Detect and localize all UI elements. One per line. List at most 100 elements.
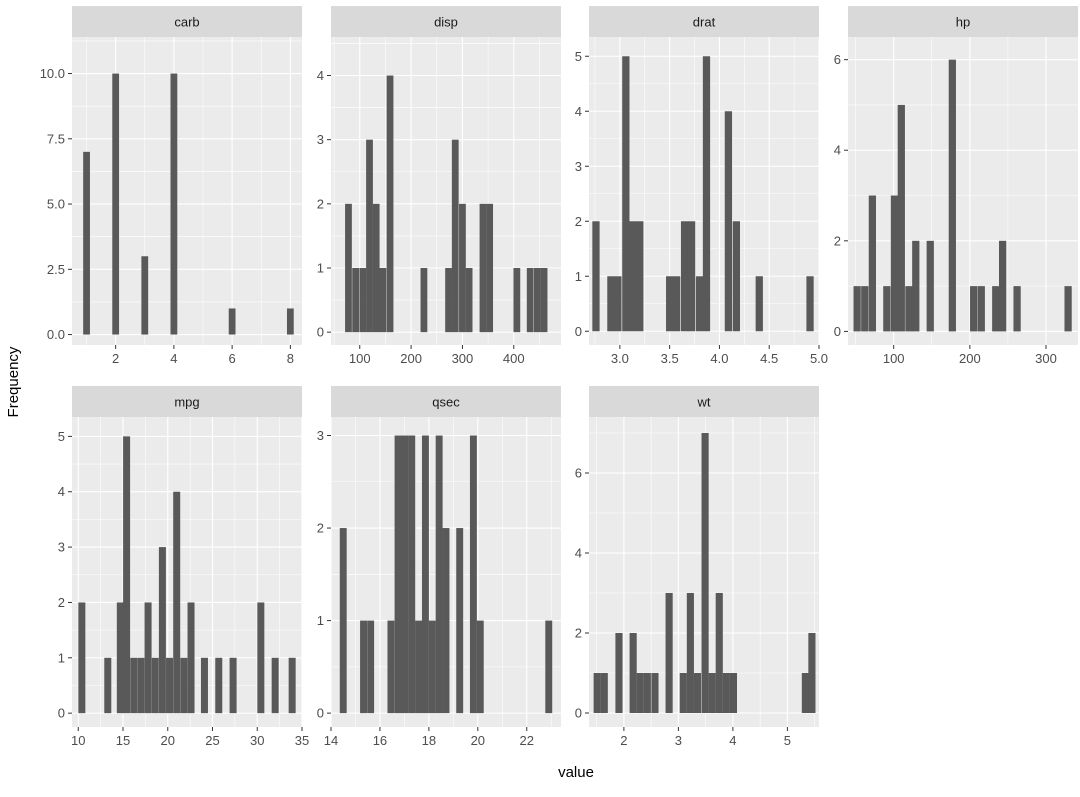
x-tick-label-mpg: 10: [71, 733, 85, 748]
y-tick-label-mpg: 5: [58, 429, 65, 444]
y-tick-label-qsec: 2: [317, 521, 324, 536]
panel-bg-carb: [72, 37, 302, 345]
x-tick-label-drat: 3.5: [661, 351, 679, 366]
bar-mpg: [104, 657, 112, 714]
x-tick-label-mpg: 35: [295, 733, 309, 748]
bar-mpg: [116, 602, 124, 714]
strip-label-mpg: mpg: [174, 395, 199, 410]
strip-label-disp: disp: [434, 15, 458, 30]
bar-mpg: [151, 657, 159, 714]
bar-hp: [897, 104, 905, 332]
y-tick-label-drat: 0: [575, 324, 582, 339]
bar-disp: [486, 203, 494, 333]
bar-hp: [998, 240, 1007, 332]
x-tick-label-wt: 4: [729, 733, 736, 748]
x-tick-label-mpg: 20: [161, 733, 175, 748]
bar-disp: [372, 203, 380, 333]
y-tick-label-mpg: 3: [58, 540, 65, 555]
bar-wt: [665, 593, 673, 713]
x-tick-label-disp: 300: [452, 351, 474, 366]
y-tick-label-hp: 2: [834, 233, 841, 248]
bar-disp: [359, 268, 367, 333]
bar-wt: [708, 673, 716, 713]
bar-hp: [992, 286, 1000, 332]
y-tick-label-qsec: 1: [317, 613, 324, 628]
bar-wt: [729, 673, 737, 713]
bar-drat: [732, 221, 740, 332]
panel-wt: wt 0 2 4 6 2 3 4 5: [575, 386, 819, 748]
bar-disp: [534, 268, 541, 333]
bar-disp: [451, 139, 459, 333]
bar-hp: [977, 286, 985, 332]
x-tick-label-drat: 3.0: [611, 351, 629, 366]
y-tick-label-disp: 2: [317, 196, 324, 211]
y-tick-label-hp: 6: [834, 52, 841, 67]
panel-drat: drat 0 1 2 3 4 5 3.0 3.5 4.0 4.5 5.0: [575, 6, 828, 366]
strip-wt: [589, 386, 819, 417]
y-tick-label-disp: 4: [317, 68, 324, 83]
strip-label-drat: drat: [693, 15, 716, 30]
bar-drat: [755, 276, 763, 332]
x-tick-label-mpg: 30: [250, 733, 264, 748]
y-tick-label-hp: 0: [834, 324, 841, 339]
strip-label-qsec: qsec: [432, 395, 460, 410]
bar-mpg: [288, 657, 296, 714]
y-tick-label-wt: 2: [575, 626, 582, 641]
bar-carb: [286, 308, 294, 335]
bar-carb: [112, 73, 120, 335]
bar-drat: [680, 221, 689, 332]
strip-label-carb: carb: [174, 15, 199, 30]
strip-carb: [72, 6, 302, 37]
bar-disp: [366, 139, 373, 333]
x-tick-label-drat: 5.0: [810, 351, 828, 366]
bar-disp: [540, 268, 548, 333]
bar-mpg: [180, 657, 188, 714]
bar-mpg: [271, 657, 279, 714]
bar-mpg: [173, 491, 181, 714]
bar-carb: [141, 256, 149, 335]
y-tick-label-hp: 4: [834, 143, 841, 158]
bar-disp: [513, 268, 521, 333]
bar-mpg: [137, 657, 145, 714]
bar-disp: [345, 203, 352, 333]
bar-wt: [686, 593, 694, 713]
bar-wt: [636, 673, 644, 713]
x-tick-label-qsec: 16: [373, 733, 387, 748]
y-tick-label-disp: 0: [317, 325, 324, 340]
bar-qsec: [401, 435, 409, 714]
bar-disp: [465, 268, 473, 333]
x-tick-label-disp: 200: [400, 351, 422, 366]
x-tick-label-hp: 300: [1035, 351, 1057, 366]
x-tick-label-mpg: 15: [116, 733, 130, 748]
bar-disp: [352, 268, 360, 333]
bar-drat: [607, 276, 615, 332]
x-tick-label-carb: 2: [112, 351, 119, 366]
y-tick-label-drat: 5: [575, 49, 582, 64]
bar-hp: [1064, 286, 1072, 332]
bar-drat: [629, 221, 637, 332]
bar-wt: [600, 673, 608, 713]
strip-hp: [848, 6, 1078, 37]
bar-drat: [666, 276, 674, 332]
y-axis-title: Frequency: [5, 346, 22, 417]
x-tick-label-wt: 2: [620, 733, 627, 748]
bar-qsec: [394, 435, 402, 714]
bar-drat: [687, 221, 696, 332]
panel-disp: disp 0 1 2 3 4 100 200 300 400: [317, 6, 561, 366]
x-tick-label-hp: 100: [883, 351, 905, 366]
bar-qsec: [408, 435, 416, 714]
bar-mpg: [78, 602, 86, 714]
bar-hp: [970, 286, 978, 332]
y-tick-label-carb: 2.5: [47, 262, 65, 277]
y-tick-label-carb: 7.5: [47, 131, 65, 146]
bar-drat: [702, 56, 711, 332]
bar-qsec: [476, 620, 484, 714]
y-tick-label-qsec: 0: [317, 706, 324, 721]
y-tick-label-drat: 4: [575, 104, 582, 119]
x-tick-label-qsec: 20: [471, 733, 485, 748]
x-tick-label-carb: 8: [287, 351, 294, 366]
bar-hp: [861, 286, 869, 332]
bar-qsec: [360, 620, 367, 714]
bar-mpg: [215, 657, 223, 714]
bar-qsec: [428, 620, 436, 714]
